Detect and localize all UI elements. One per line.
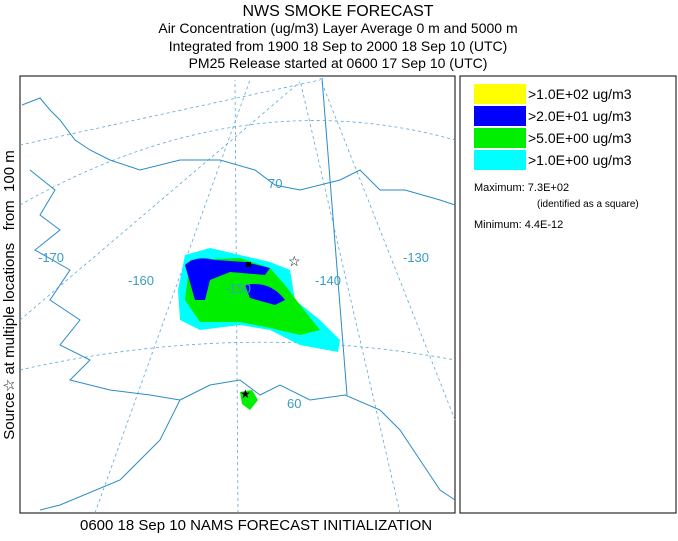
legend-swatch (474, 128, 526, 148)
map-label: -150 (225, 281, 251, 296)
map-label: -140 (315, 273, 341, 288)
footer: 0600 18 Sep 10 NAMS FORECAST INITIALIZAT… (80, 517, 432, 534)
source-marker: ☆ (288, 253, 301, 269)
subtitle: Integrated from 1900 18 Sep to 2000 18 S… (169, 38, 508, 54)
side-label: Source☆ at multiple locations from 100 m (1, 150, 18, 439)
legend-label: >1.0E+00 ug/m3 (528, 152, 632, 168)
meridian (299, 79, 401, 514)
subtitle: PM25 Release started at 0600 17 Sep 10 (… (189, 55, 488, 71)
map-label: -170 (38, 250, 64, 265)
legend-note: (identified as a square) (537, 199, 639, 210)
legend: >1.0E+02 ug/m3 >2.0E+01 ug/m3 >5.0E+00 ug/… (474, 84, 632, 170)
title: NWS SMOKE FORECAST (242, 3, 433, 20)
legend-maximum: Maximum: 7.3E+02 (474, 182, 569, 194)
source-marker: ★ (240, 387, 251, 401)
map-label: 60 (287, 396, 301, 411)
parallel (19, 120, 456, 206)
meridian (94, 79, 251, 514)
subtitle: Air Concentration (ug/m3) Layer Average … (158, 20, 517, 36)
legend-swatch (474, 84, 526, 104)
legend-label: >5.0E+00 ug/m3 (528, 130, 632, 146)
legend-frame (459, 75, 677, 514)
legend-minimum: Minimum: 4.4E-12 (474, 219, 563, 231)
legend-swatch (474, 106, 526, 126)
map-label: -160 (128, 273, 154, 288)
coastline (21, 97, 456, 206)
map-label: -130 (403, 250, 429, 265)
coastline (29, 169, 456, 511)
meridian (19, 81, 301, 321)
max-marker (246, 262, 251, 267)
legend-label: >1.0E+02 ug/m3 (528, 86, 632, 102)
map: ☆ ★ 70 -170 -160 -150 -140 -130 60 (19, 77, 456, 514)
meridian (319, 77, 456, 421)
plume (240, 390, 258, 410)
legend-label: >2.0E+01 ug/m3 (528, 108, 632, 124)
border (321, 77, 348, 396)
map-label: 70 (268, 176, 282, 191)
plume (185, 258, 285, 305)
legend-swatch (474, 150, 526, 170)
parallel (19, 341, 456, 371)
